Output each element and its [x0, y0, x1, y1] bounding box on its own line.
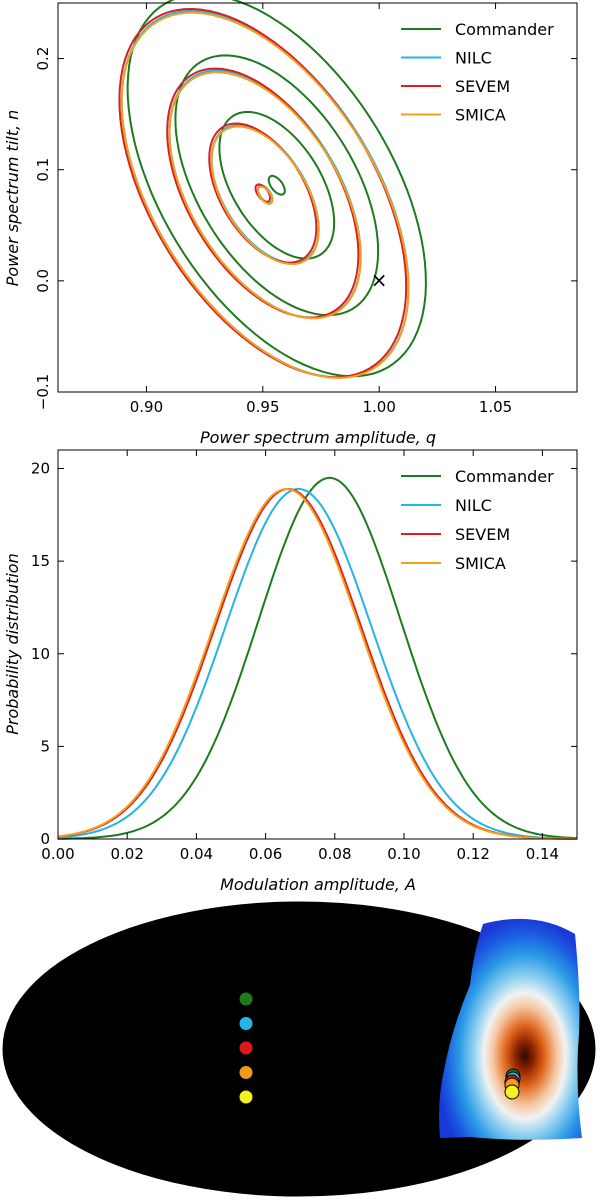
sky-map-legend-marker — [238, 1040, 254, 1056]
distribution-panel: 0.00 0.02 0.04 0.06 0.08 0.10 0.12 0.14 0 5 10 15 20… — [3, 449, 578, 894]
distribution-y-tick-label: 15 — [31, 552, 50, 570]
contour-smica-1 — [256, 185, 274, 205]
contour-legend-label: NILC — [455, 49, 492, 68]
direction-points — [504, 1068, 521, 1100]
distribution-legend: Commander NILC SEVEM SMICA — [401, 467, 554, 573]
distribution-curve-smica — [57, 487, 578, 840]
contour-lines — [118, 0, 427, 379]
distribution-x-tick-label: 0.04 — [180, 845, 213, 863]
contour-x-tick-label: 1.00 — [362, 398, 395, 416]
best-fit-marker: × — [371, 268, 388, 292]
contour-plot-frame — [57, 2, 578, 393]
contour-x-tick-label: 0.90 — [130, 398, 163, 416]
distribution-x-tick-label: 0.00 — [41, 845, 74, 863]
contour-smica-4 — [120, 11, 410, 379]
distribution-x-tick-label: 0.08 — [318, 845, 351, 863]
distribution-x-tick-label: 0.10 — [387, 845, 420, 863]
sky-map-legend-marker — [238, 1089, 254, 1105]
distribution-curve-nilc — [57, 488, 578, 840]
sky-map-legend-label: WMAP — [260, 1090, 304, 1106]
sky-map-legend-marker — [238, 991, 254, 1007]
contour-y-tick-label: −0.1 — [34, 374, 52, 410]
sky-map-legend-label: SMICA — [260, 1066, 305, 1082]
contour-commander-1 — [267, 174, 286, 196]
contour-y-tick-label: 0.0 — [34, 269, 52, 293]
direction-point-wmap — [504, 1084, 520, 1100]
distribution-x-axis-label: Modulation amplitude, A — [220, 875, 416, 894]
contour-legend-label: SMICA — [455, 106, 506, 125]
distribution-legend-label: SMICA — [455, 554, 506, 573]
sky-map-legend-label: NILC — [260, 1017, 292, 1033]
contour-sevem-4 — [118, 7, 408, 379]
distribution-curve-commander — [57, 476, 578, 840]
contour-legend-label: SEVEM — [455, 77, 510, 96]
modulation-direction-region — [439, 918, 582, 1140]
distribution-x-tick-label: 0.14 — [526, 845, 559, 863]
sky-map-panel: Commander NILC SEVEM SMICA WMAP — [2, 901, 596, 1197]
distribution-legend-label: SEVEM — [455, 525, 510, 544]
sky-map-legend: Commander NILC SEVEM SMICA WMAP — [238, 991, 347, 1106]
sky-map-legend-marker — [238, 1016, 254, 1031]
distribution-y-tick-label: 0 — [40, 830, 50, 848]
distribution-legend-label: Commander — [455, 467, 554, 486]
contour-smica-2 — [210, 125, 320, 265]
contour-ticks: 0.90 0.95 1.00 1.05 −0.1 0.0 0.1 0.2 — [34, 3, 577, 416]
sky-map-legend-marker — [238, 1065, 254, 1080]
contour-panel: × 0.90 0.95 1.00 1.05 −0.1 0.0 0.1 0.2 Power sp… — [3, 0, 578, 447]
distribution-y-tick-label: 10 — [31, 645, 50, 663]
distribution-plot-frame — [57, 449, 578, 840]
sky-map-legend-label: SEVEM — [260, 1041, 308, 1057]
sky-map-legend-label: Commander — [260, 992, 347, 1008]
contour-nilc-3 — [168, 69, 362, 319]
contour-commander-3 — [174, 54, 380, 317]
contour-legend: Commander NILC SEVEM SMICA — [401, 20, 554, 125]
contour-y-tick-label: 0.2 — [34, 47, 52, 71]
distribution-y-tick-label: 5 — [40, 737, 50, 755]
distribution-legend-label: NILC — [455, 496, 492, 515]
distribution-ticks: 0.00 0.02 0.04 0.06 0.08 0.10 0.12 0.14 0 5 10 15 20 — [31, 450, 577, 863]
contour-smica-3 — [168, 71, 362, 320]
contour-x-tick-label: 0.95 — [246, 398, 279, 416]
contour-commander-2 — [218, 110, 336, 260]
distribution-x-tick-label: 0.12 — [456, 845, 489, 863]
contour-y-tick-label: 0.1 — [34, 158, 52, 182]
contour-x-axis-label: Power spectrum amplitude, q — [200, 428, 436, 447]
distribution-curves — [57, 476, 578, 840]
distribution-x-tick-label: 0.02 — [110, 845, 143, 863]
contour-x-tick-label: 1.05 — [479, 398, 512, 416]
distribution-y-tick-label: 20 — [31, 460, 50, 478]
contour-y-axis-label: Power spectrum tilt, n — [3, 110, 22, 287]
contour-legend-label: Commander — [455, 20, 554, 39]
contour-commander-4 — [126, 0, 427, 378]
distribution-x-tick-label: 0.06 — [249, 845, 282, 863]
distribution-y-axis-label: Probability distribution — [3, 553, 22, 734]
best-fit-marker-glyph: × — [371, 268, 388, 292]
